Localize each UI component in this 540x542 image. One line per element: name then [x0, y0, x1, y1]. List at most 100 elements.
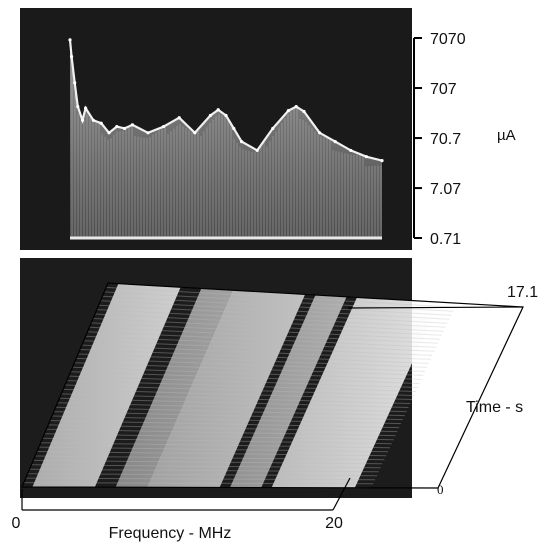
- spectrum-fill: [70, 39, 382, 238]
- spectrum-point: [349, 148, 353, 153]
- waterfall-band: [146, 290, 306, 488]
- top-y-ticks: 7070 707 70.7 7.07 0.71: [414, 31, 466, 248]
- spectrum-point: [146, 131, 150, 135]
- spectrum-point: [68, 38, 72, 42]
- spectrum-point: [208, 113, 212, 118]
- waterfall-band: [115, 288, 233, 488]
- time-trace: [59, 397, 409, 408]
- time-trace: [63, 388, 413, 400]
- time-trace: [72, 366, 422, 380]
- waterfall-bands: [32, 283, 440, 488]
- spectrum-point: [193, 131, 197, 135]
- spectrum-point: [177, 116, 181, 120]
- time-trace: [40, 442, 391, 449]
- y-tick-label: 70.7: [430, 131, 461, 148]
- time-trace: [35, 455, 385, 461]
- time-trace: [96, 309, 446, 328]
- spectrum-point: [216, 108, 220, 112]
- time-trace: [102, 295, 452, 316]
- spectrum-point: [99, 121, 103, 125]
- time-trace: [48, 424, 398, 433]
- time-trace: [83, 340, 433, 356]
- frequency-axis-label: Frequency - MHz: [109, 525, 232, 542]
- spectrum-point: [84, 106, 88, 110]
- time-trace: [81, 344, 431, 360]
- time-trace: [38, 446, 389, 453]
- time-trace: [106, 286, 455, 308]
- spectrum-point: [333, 140, 337, 144]
- spectrum-point: [91, 118, 95, 122]
- time-trace: [36, 451, 387, 457]
- time-trace: [66, 380, 416, 392]
- waterfall-band: [230, 295, 347, 488]
- time-tick-0: 0: [437, 482, 444, 497]
- spectrum-point: [302, 109, 306, 114]
- spectrum-point: [69, 55, 74, 59]
- time-trace: [31, 464, 381, 469]
- top-spectrum-trace: [68, 38, 384, 163]
- spectrum-point: [380, 159, 384, 163]
- spectrum-point: [73, 81, 77, 85]
- frequency-tick-20: 20: [325, 515, 343, 532]
- spectrum-point: [318, 131, 322, 135]
- y-tick-label: 7.07: [430, 181, 461, 198]
- spectrum-point: [76, 105, 80, 109]
- time-trace: [70, 371, 420, 384]
- time-trace: [92, 318, 442, 336]
- time-trace: [29, 468, 379, 473]
- time-trace: [87, 331, 437, 348]
- spectrum-point: [162, 124, 166, 129]
- time-trace: [78, 353, 428, 368]
- time-trace: [64, 384, 415, 396]
- frequency-tick-0: 0: [12, 515, 21, 532]
- spectrum-point: [286, 109, 290, 113]
- time-trace: [100, 300, 450, 320]
- spectrum-point: [271, 126, 275, 131]
- time-trace: [42, 437, 392, 445]
- spectrum-point: [107, 131, 111, 135]
- time-trace: [49, 420, 400, 429]
- top-y-unit: µA: [497, 127, 516, 144]
- spectrum-point: [224, 113, 228, 118]
- time-axis-label: Time - s: [466, 399, 523, 416]
- time-trace: [91, 322, 440, 340]
- y-tick-label: 7070: [430, 31, 466, 48]
- spectrum-point: [255, 148, 259, 153]
- time-tick-17-1: 17.1: [507, 284, 538, 301]
- top-spectrum-area: [70, 39, 382, 238]
- time-trace: [74, 362, 424, 376]
- time-trace: [85, 335, 435, 352]
- waterfall-band: [32, 283, 181, 488]
- time-trace: [89, 326, 439, 344]
- time-axis-top-edge: [347, 306, 524, 309]
- spectrum-point: [232, 126, 236, 131]
- time-trace: [57, 402, 407, 413]
- waterfall-band: [271, 297, 440, 488]
- time-trace: [44, 433, 394, 441]
- time-trace: [33, 459, 383, 465]
- spectrum-point: [364, 155, 368, 159]
- time-trace: [55, 406, 405, 417]
- time-trace: [23, 482, 374, 485]
- frequency-axis-right: [332, 477, 351, 511]
- spectrum-point: [80, 118, 85, 122]
- time-trace: [25, 477, 376, 481]
- time-trace: [46, 428, 396, 437]
- spectrum-point: [240, 140, 244, 144]
- y-tick-label: 0.71: [430, 231, 461, 248]
- time-trace: [53, 411, 403, 421]
- time-trace: [51, 415, 402, 425]
- spectrum-point: [294, 105, 298, 109]
- y-tick-label: 707: [430, 81, 457, 98]
- time-trace: [94, 313, 444, 332]
- time-trace: [98, 304, 448, 324]
- time-trace: [27, 473, 378, 477]
- spectrum-point: [130, 123, 134, 127]
- time-trace: [76, 357, 426, 372]
- time-trace: [79, 349, 429, 364]
- time-trace: [61, 393, 411, 404]
- spectrum-point: [115, 124, 119, 129]
- time-trace: [68, 375, 418, 388]
- spectrum-point: [123, 126, 127, 131]
